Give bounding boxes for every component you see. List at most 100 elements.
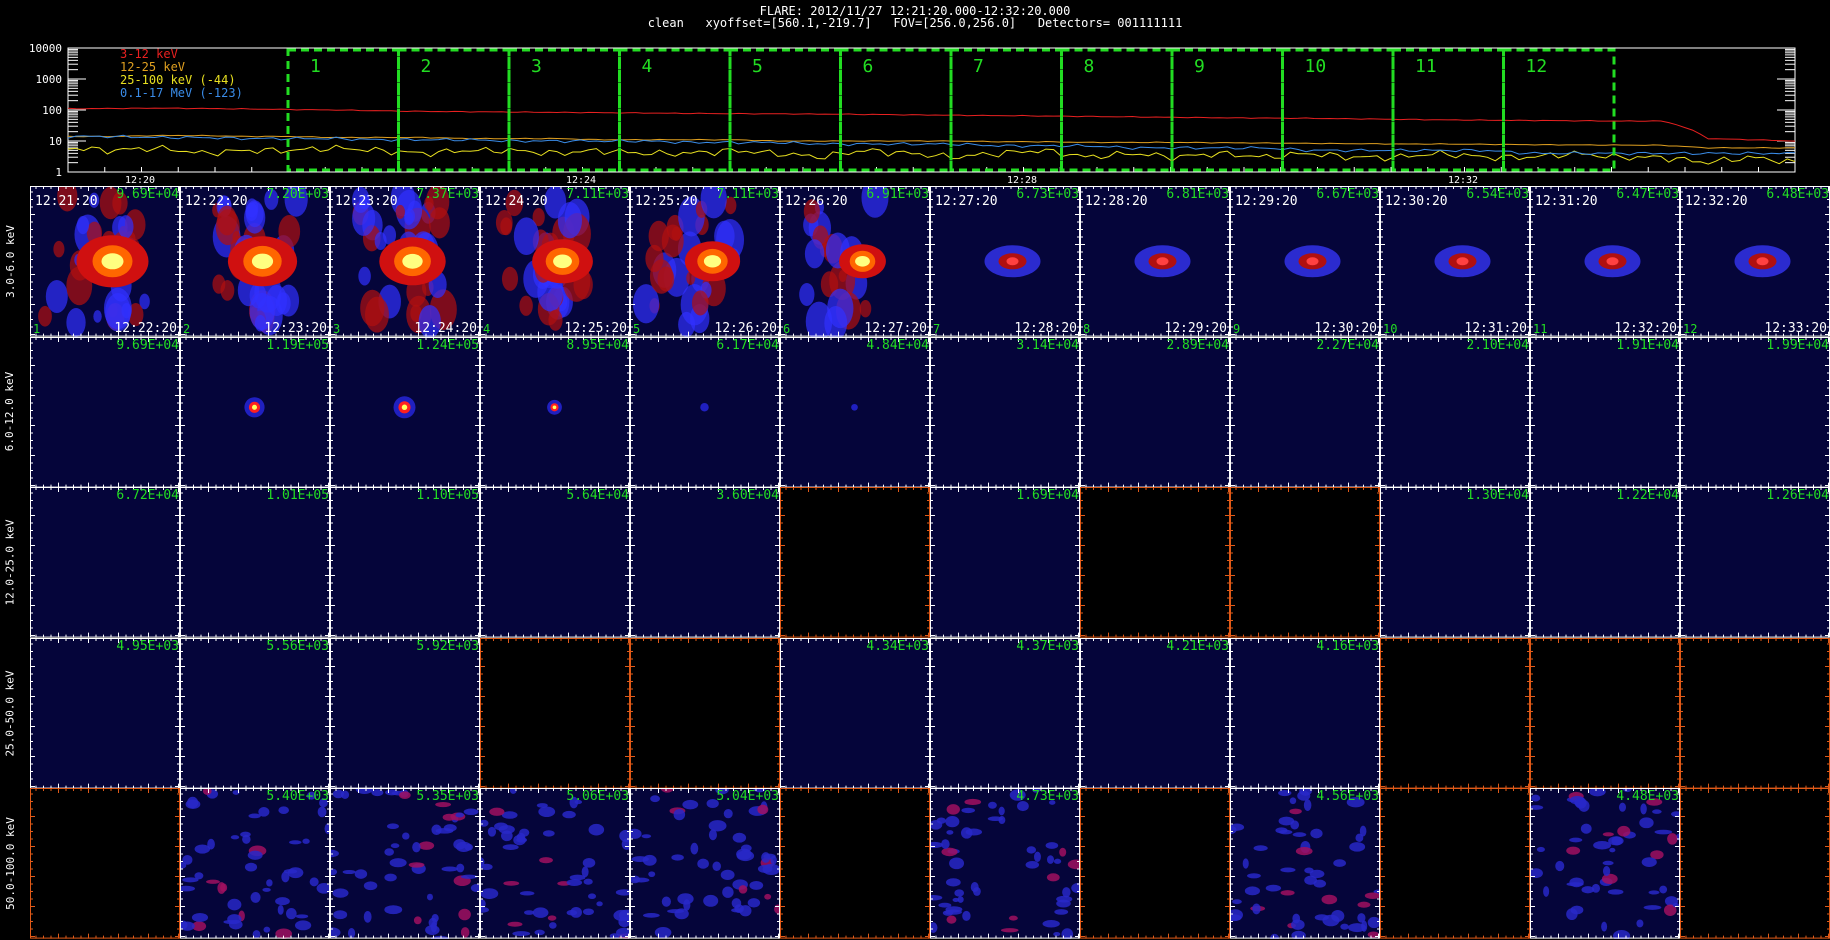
image-canvas: [1080, 788, 1230, 939]
noise-blob: [630, 875, 641, 884]
lc-interval-box: [728, 48, 842, 172]
core-inner: [553, 254, 572, 269]
noise-blob: [1617, 826, 1631, 837]
image-cell: [780, 788, 930, 939]
noise-blob: [1310, 829, 1323, 839]
emission-blob: [112, 191, 128, 215]
start-time: 12:22:20: [185, 194, 248, 209]
noise-blob: [549, 922, 557, 930]
noise-blob: [1061, 928, 1074, 939]
noise-blob: [720, 870, 735, 881]
image-background: [30, 487, 180, 638]
image-cell: 1.01E+05: [180, 487, 330, 638]
noise-blob: [749, 881, 764, 891]
noise-blob: [1671, 811, 1680, 818]
core-inner: [1156, 257, 1169, 266]
lc-xtick-label: 12:24: [566, 175, 596, 185]
image-cell: 6.67E+03 12:29:20 12:30:20 9: [1230, 186, 1380, 337]
noise-blob: [460, 927, 470, 939]
frame-ticks: [330, 336, 480, 488]
noise-blob: [683, 899, 691, 912]
noise-blob: [1304, 875, 1318, 886]
lc-interval-label: 1: [310, 56, 321, 77]
noise-blob: [278, 806, 290, 815]
image-cell: 7.20E+03 12:22:20 12:23:20 2: [180, 186, 330, 337]
image-background: [180, 637, 330, 789]
emission-blob: [645, 244, 664, 273]
source-image: [780, 186, 930, 337]
frame-ticks: [480, 637, 630, 789]
noise-blob: [1291, 919, 1305, 931]
source-image: [180, 336, 330, 488]
image-cell: 6.54E+03 12:30:20 12:31:20 10: [1380, 186, 1530, 337]
noise-blob: [512, 931, 531, 937]
core-outer: [851, 403, 858, 411]
frame-ticks: [780, 186, 930, 337]
noise-blob: [294, 920, 312, 931]
image-canvas: [1380, 186, 1530, 337]
peak-value: 5.35E+03: [416, 789, 479, 805]
peak-value: 6.91E+03: [866, 187, 929, 202]
emission-blob: [217, 205, 237, 236]
image-cell: 1.30E+04: [1380, 487, 1530, 638]
image-canvas: [480, 336, 630, 488]
noise-blob: [1232, 899, 1242, 905]
noise-blob: [761, 852, 771, 864]
noise-blob: [1292, 832, 1307, 838]
noise-blob: [182, 877, 199, 883]
source-image: [1680, 186, 1830, 337]
frame-ticks: [30, 637, 180, 789]
source-image: [1080, 637, 1230, 789]
noise-blob: [954, 889, 965, 898]
lc-interval-box: [949, 48, 1063, 172]
noise-blob: [621, 838, 630, 851]
noise-blob: [258, 807, 270, 818]
legend-entry: 0.1-17 MeV (-123): [120, 86, 243, 100]
peak-value: 2.89E+04: [1166, 337, 1229, 353]
emission-blob: [724, 196, 737, 215]
noise-blob: [332, 789, 344, 799]
source-image: [930, 336, 1080, 488]
image-cell: [1530, 637, 1680, 789]
noise-blob: [413, 916, 422, 925]
image-cell: 7.37E+03 12:23:20 12:24:20 3: [330, 186, 480, 337]
noise-blob: [498, 825, 515, 835]
source-image: [30, 487, 180, 638]
image-canvas: [630, 788, 780, 939]
image-canvas: [1530, 487, 1680, 638]
noise-blob: [1602, 832, 1614, 837]
noise-blob: [1046, 873, 1060, 882]
noise-blob: [631, 856, 649, 863]
emission-blob: [45, 279, 68, 313]
peak-value: 5.40E+03: [266, 789, 329, 805]
image-canvas: [1380, 487, 1530, 638]
noise-blob: [501, 811, 518, 820]
image-background: [1230, 336, 1380, 488]
noise-blob: [536, 803, 548, 809]
emission-blob: [38, 305, 52, 327]
noise-blob: [194, 844, 211, 854]
image-cell: 7.11E+03 12:25:20 12:26:20 5: [630, 186, 780, 337]
image-cell: 6.17E+04: [630, 336, 780, 488]
lc-interval-box: [397, 48, 511, 172]
noise-blob: [1367, 917, 1380, 929]
peak-value: 6.17E+04: [716, 337, 779, 353]
lc-interval-box: [507, 48, 621, 172]
noise-blob: [1304, 867, 1314, 874]
image-canvas: [180, 186, 330, 337]
image-canvas: [630, 336, 780, 488]
noise-blob: [430, 922, 437, 933]
noise-blob: [1609, 848, 1616, 853]
noise-blob: [480, 888, 499, 900]
start-time: 12:21:20: [35, 194, 98, 209]
emission-blob: [103, 287, 132, 330]
emission-blob: [861, 186, 889, 218]
emission-blob: [501, 266, 519, 291]
noise-blob: [764, 894, 772, 900]
noise-blob: [1536, 847, 1545, 853]
peak-value: 2.27E+04: [1316, 337, 1379, 353]
noise-blob: [960, 827, 973, 840]
noise-blob: [355, 788, 374, 795]
noise-blob: [732, 833, 747, 844]
noise-blob: [431, 824, 442, 836]
